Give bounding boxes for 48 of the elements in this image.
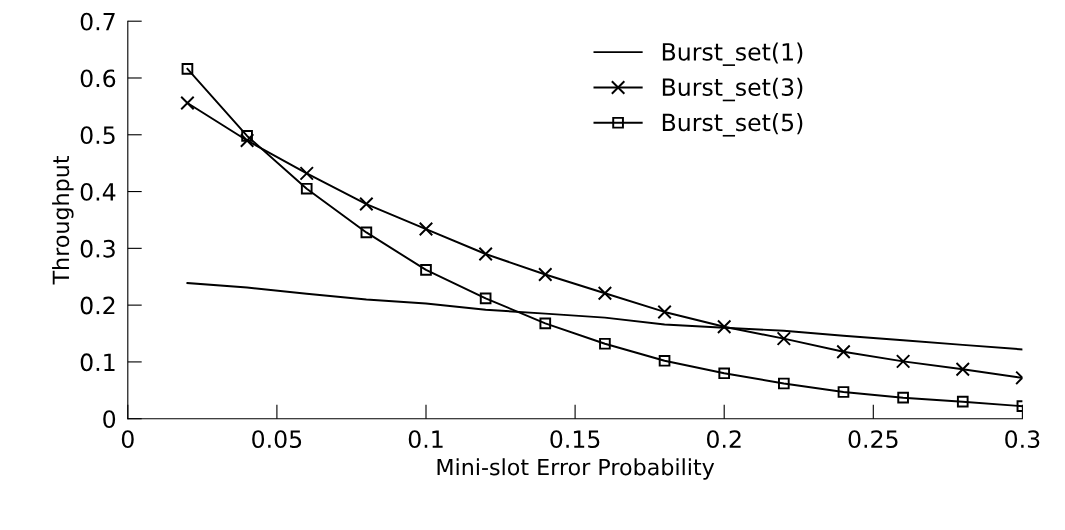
point: [359, 196, 374, 212]
y-tick-label: 0.4: [80, 183, 116, 201]
x-tick-label: 0: [121, 430, 134, 449]
x-tick-label: 0.1: [408, 430, 443, 449]
point: [599, 337, 611, 350]
point: [955, 362, 970, 377]
point: [478, 246, 493, 262]
point: [241, 130, 253, 142]
point: [418, 221, 434, 237]
point: [539, 317, 552, 330]
point: [718, 367, 731, 380]
point: [778, 377, 790, 390]
y-tick-label: 0.5: [80, 126, 115, 145]
point: [716, 319, 732, 334]
legend-label: Burst_set(3): [662, 77, 803, 102]
point: [836, 344, 851, 359]
x-tick-label: 0.25: [848, 430, 898, 449]
x-tick-label: 0.3: [1005, 430, 1040, 449]
y-tick-label: 0.2: [80, 296, 115, 315]
point: [360, 226, 373, 239]
y-tick-label: 0: [103, 410, 116, 429]
point: [299, 166, 314, 181]
x-axis-title: Mini-slot Error Probability: [437, 458, 715, 480]
point: [420, 264, 432, 276]
point: [181, 63, 194, 75]
point: [657, 304, 672, 320]
point: [300, 182, 313, 195]
legend-label: Burst_set(5): [662, 113, 803, 137]
point: [239, 133, 255, 148]
point: [956, 395, 969, 408]
y-tick-label: 0.1: [80, 353, 115, 372]
point: [895, 354, 911, 369]
point: [597, 285, 613, 301]
x-tick-label: 0.2: [706, 430, 741, 449]
legend-label: Burst_set(1): [662, 42, 803, 66]
x-tick-label: 0.05: [252, 430, 302, 449]
point: [479, 292, 492, 305]
y-tick-label: 0.6: [80, 69, 116, 88]
point: [837, 386, 850, 398]
point: [897, 391, 909, 404]
point: [776, 331, 792, 346]
y-tick-label: 0.3: [80, 239, 115, 258]
y-tick-label: 0.7: [80, 12, 115, 31]
x-tick-label: 0.15: [550, 430, 600, 449]
point: [180, 95, 195, 111]
point: [538, 267, 553, 282]
point: [658, 354, 671, 367]
y-axis-title: Throughput: [52, 155, 74, 285]
